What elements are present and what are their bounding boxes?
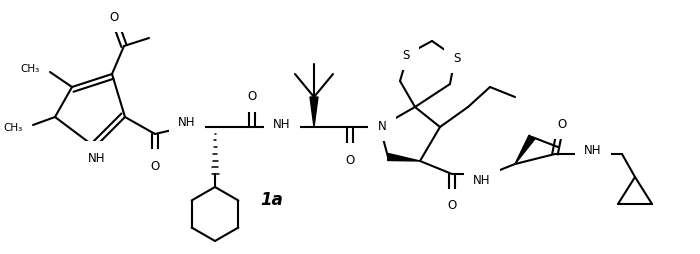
Text: N: N bbox=[377, 119, 386, 132]
Text: NH: NH bbox=[88, 151, 106, 164]
Text: CH₃: CH₃ bbox=[21, 64, 40, 74]
Text: NH: NH bbox=[178, 116, 196, 129]
Text: NH: NH bbox=[473, 173, 491, 186]
Text: O: O bbox=[345, 153, 355, 166]
Text: O: O bbox=[557, 117, 566, 130]
Polygon shape bbox=[310, 98, 318, 128]
Text: S: S bbox=[402, 48, 409, 61]
Text: O: O bbox=[247, 90, 257, 103]
Polygon shape bbox=[388, 154, 420, 161]
Text: NH: NH bbox=[273, 117, 290, 130]
Text: O: O bbox=[150, 159, 160, 172]
Text: NH: NH bbox=[584, 143, 602, 156]
Text: O: O bbox=[109, 10, 118, 23]
Text: S: S bbox=[454, 51, 461, 64]
Text: O: O bbox=[447, 199, 456, 212]
Text: 1a: 1a bbox=[260, 190, 284, 208]
Polygon shape bbox=[515, 136, 535, 164]
Text: CH₃: CH₃ bbox=[4, 122, 23, 133]
